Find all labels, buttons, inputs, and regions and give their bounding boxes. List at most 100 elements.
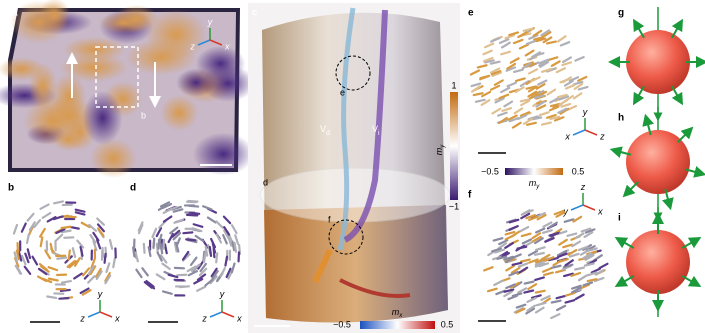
spin-arrow	[524, 210, 533, 213]
spin-arrow	[500, 39, 508, 43]
spin-arrow	[136, 270, 141, 277]
spin-arrow	[557, 296, 566, 298]
spin-arrow	[536, 291, 545, 293]
axis-label: y	[582, 107, 588, 117]
spin-arrow	[232, 264, 235, 273]
spin-arrow	[517, 305, 526, 308]
spin-arrow	[548, 90, 556, 95]
spin-arrow	[511, 58, 519, 62]
spin-arrow	[57, 257, 66, 258]
spin-arrow	[488, 289, 497, 291]
spin-arrow	[565, 219, 574, 222]
blot	[53, 128, 83, 151]
spin-arrow	[520, 45, 528, 49]
sphere	[626, 230, 690, 294]
spin-arrow	[51, 244, 53, 253]
vortex-sub: d	[326, 130, 330, 137]
spin-arrow	[547, 42, 556, 44]
spin-arrow	[14, 225, 17, 233]
circle-label: e	[340, 87, 345, 97]
spin-arrow	[521, 260, 530, 262]
axis-arrow	[585, 130, 597, 135]
spin-arrow	[509, 32, 518, 35]
spin-arrow	[28, 214, 34, 221]
spin-arrow	[504, 102, 512, 107]
spin-arrow	[214, 248, 215, 257]
spin-arrow	[25, 254, 28, 262]
axis-label: z	[189, 42, 195, 52]
spin-arrow	[164, 217, 171, 222]
axis-label: z	[580, 182, 586, 192]
panel-label: f	[468, 190, 472, 201]
spin-arrow	[159, 240, 160, 249]
spin-arrow	[174, 220, 182, 223]
colorbar-tick: −0.5	[481, 166, 499, 176]
spin-arrow	[566, 293, 575, 296]
spin-arrow	[525, 282, 534, 284]
blot	[160, 95, 198, 131]
spin-arrow	[501, 52, 510, 55]
spin-arrow	[62, 227, 71, 228]
spin-arrow	[575, 268, 584, 270]
panel-label: b	[8, 183, 14, 194]
box-label: b	[141, 110, 146, 120]
spin-arrow	[543, 230, 552, 233]
spin-arrow	[563, 245, 572, 247]
spin-arrow	[542, 123, 551, 125]
spin-arrow	[74, 274, 82, 279]
spin-arrow	[515, 108, 523, 113]
spin-arrow	[144, 244, 145, 253]
spin-arrow	[513, 123, 521, 128]
spin-arrow	[540, 112, 549, 115]
spin-arrow	[22, 224, 26, 232]
spin-arrow	[133, 247, 134, 256]
spin-arrow	[559, 100, 567, 105]
spin-arrow	[579, 87, 588, 89]
spin-arrow	[558, 36, 565, 41]
spin-arrow	[535, 253, 544, 255]
spin-arrow	[210, 247, 211, 256]
spin-arrow	[585, 264, 594, 266]
spin-arrow	[584, 282, 593, 285]
colorbar	[360, 321, 435, 329]
colorbar-tick: 0.5	[572, 166, 585, 176]
spin-arrow	[557, 306, 565, 310]
spin-arrow	[152, 229, 156, 237]
spin-arrow	[208, 218, 216, 223]
spin-arrow	[162, 264, 169, 269]
spin-arrow	[578, 77, 586, 81]
axis-arrow	[571, 205, 583, 210]
blot	[99, 12, 148, 34]
spin-arrow	[514, 70, 523, 72]
spin-arrow	[22, 256, 25, 264]
spin-arrow	[576, 295, 584, 299]
spin-arrow	[191, 258, 196, 265]
spin-arrow	[105, 254, 106, 263]
spin-arrow	[476, 100, 485, 102]
spin-arrow	[483, 51, 491, 55]
spin-arrow	[480, 76, 488, 79]
title-sub: y	[535, 184, 540, 190]
spin-arrow	[600, 264, 608, 268]
spin-arrow	[492, 109, 500, 114]
spin-arrow	[235, 243, 236, 252]
spin-arrow	[522, 234, 531, 236]
spin-arrow	[484, 267, 492, 270]
spin-arrow	[501, 88, 509, 92]
spin-arrow	[566, 85, 574, 88]
spin-arrow	[557, 68, 565, 72]
axis-label: x	[224, 42, 230, 52]
spin-arrow	[494, 281, 502, 285]
spin-arrow	[506, 266, 514, 271]
spin-arrow	[40, 229, 45, 237]
spin-arrow	[495, 80, 503, 84]
spin-arrow	[41, 237, 43, 246]
panel-label: a	[12, 8, 18, 19]
spin-arrow	[627, 182, 638, 193]
axis-arrow	[573, 130, 585, 135]
spin-arrow	[561, 42, 569, 45]
spin-arrow	[552, 61, 560, 65]
spin-arrow	[579, 275, 587, 280]
spin-arrow	[43, 213, 51, 218]
figure: b yzxyzxyzxyzxyxzzyx e f d Vd Vi 1 −1 my…	[0, 0, 705, 333]
